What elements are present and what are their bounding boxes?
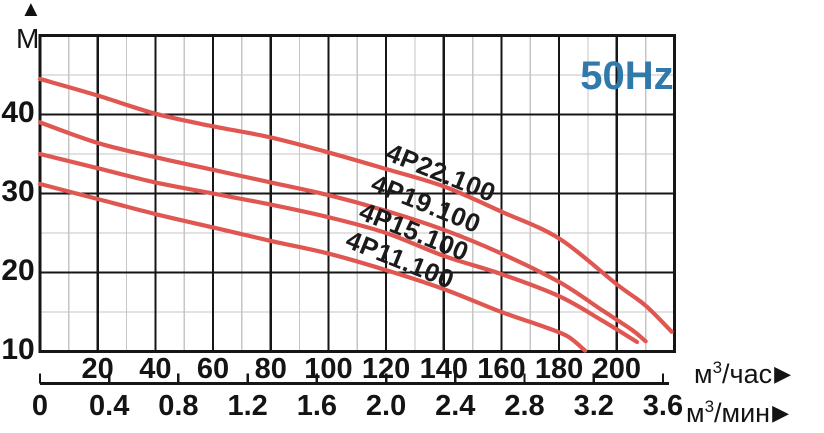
hour-tick-label: 140 bbox=[419, 353, 468, 385]
hour-tick-label: 20 bbox=[81, 353, 114, 385]
hour-unit-sup: 3 bbox=[712, 358, 723, 377]
hour-unit-rest: /час bbox=[722, 359, 773, 389]
y-tick-label: 30 bbox=[1, 174, 35, 208]
min-tick-label: 2.8 bbox=[504, 390, 545, 422]
hour-tick-label: 80 bbox=[254, 353, 287, 385]
min-tick-label: 2.4 bbox=[435, 390, 476, 422]
min-tick-label: 1.2 bbox=[227, 390, 268, 422]
hour-tick-label: 160 bbox=[477, 353, 526, 385]
min-tick-label: 0.4 bbox=[89, 390, 130, 422]
hour-tick-label: 200 bbox=[592, 353, 641, 385]
min-tick-label: 3.6 bbox=[642, 390, 684, 422]
up-arrow-icon: ▲ bbox=[20, 0, 42, 21]
hour-tick-label: 100 bbox=[304, 353, 353, 385]
min-tick-label: 0 bbox=[31, 390, 49, 422]
min-unit-rest: /мин bbox=[714, 398, 771, 428]
y-axis-unit: М bbox=[16, 23, 40, 54]
min-tick-label: 3.2 bbox=[573, 390, 614, 422]
min-tick-label: 0.8 bbox=[158, 390, 199, 422]
right-arrow-icon: ▶ bbox=[774, 361, 792, 386]
min-unit-base: м bbox=[686, 398, 705, 428]
y-tick-label: 20 bbox=[1, 253, 35, 287]
min-unit-sup: 3 bbox=[704, 397, 715, 416]
hour-tick-label: 120 bbox=[361, 353, 411, 385]
y-tick-label: 40 bbox=[1, 95, 35, 129]
hour-unit-base: м bbox=[694, 359, 713, 389]
right-arrow-icon: ▶ bbox=[772, 400, 790, 425]
min-axis-unit: м3/мин▶ bbox=[686, 392, 789, 430]
frequency-badge: 50Hz bbox=[580, 54, 674, 98]
min-tick-label: 1.6 bbox=[296, 390, 338, 422]
hour-tick-label: 180 bbox=[534, 353, 584, 385]
hour-tick-label: 40 bbox=[139, 353, 172, 385]
hour-axis-unit: м3/час▶ bbox=[694, 353, 791, 391]
min-tick-label: 2.0 bbox=[365, 390, 407, 422]
y-tick-label: 10 bbox=[1, 332, 35, 366]
hour-tick-label: 60 bbox=[196, 353, 230, 385]
